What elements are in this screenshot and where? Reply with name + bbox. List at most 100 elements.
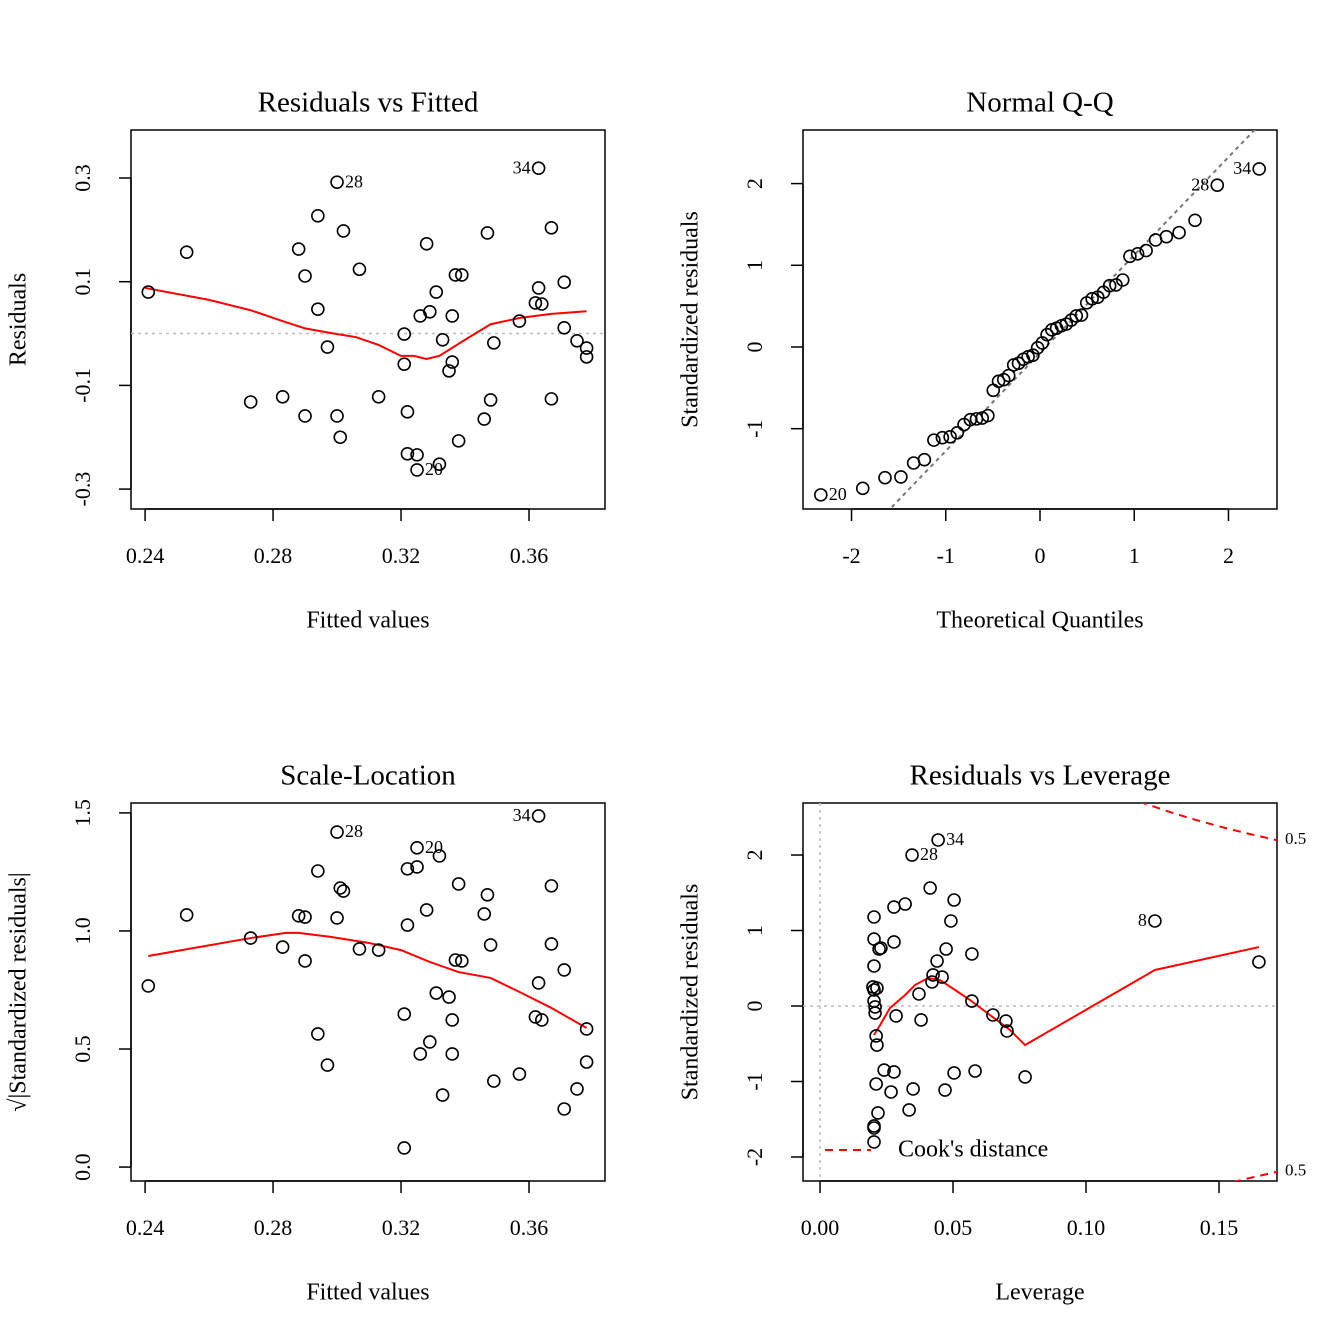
point: [311, 209, 325, 223]
point: [435, 1088, 450, 1102]
point: [544, 879, 559, 893]
point: [423, 1035, 437, 1049]
cooks-contour: [1233, 1170, 1277, 1181]
point: [867, 983, 881, 997]
panel: Scale-Location Fitted values √|Standardize…: [6, 760, 606, 1306]
point: [487, 336, 501, 350]
point: [528, 1010, 543, 1024]
point: [935, 430, 950, 445]
point: [336, 224, 351, 238]
y-tick-label: 0.1: [70, 268, 95, 296]
point: [445, 355, 460, 369]
panel-title: Residuals vs Leverage: [910, 760, 1171, 792]
point: [419, 237, 434, 251]
point: [432, 457, 447, 472]
point: [419, 903, 434, 917]
point: [1085, 291, 1099, 306]
point: [947, 893, 961, 907]
x-tick-label: 0.00: [801, 1215, 840, 1240]
point: [442, 364, 456, 378]
point: [869, 1077, 883, 1091]
x-tick-label: 0.32: [382, 543, 421, 568]
point: [330, 825, 344, 839]
point: [397, 357, 412, 371]
x-axis-title: Theoretical Quantiles: [936, 608, 1143, 634]
point: [986, 1008, 1000, 1022]
plot-area: [814, 130, 1266, 509]
smooth-line: [144, 286, 587, 360]
point: [531, 161, 546, 175]
point: [1001, 368, 1016, 383]
point: [1123, 249, 1137, 264]
plot-area: [141, 809, 594, 1155]
point: [512, 1067, 527, 1081]
point: [867, 910, 881, 924]
point: [926, 968, 940, 982]
point: [448, 953, 463, 967]
point: [336, 884, 351, 898]
x-tick-label: 0.32: [382, 1215, 421, 1240]
point: [1130, 247, 1145, 261]
y-tick-label: 0.5: [70, 1035, 95, 1063]
point: [400, 405, 415, 419]
plot-frame: [130, 802, 606, 1182]
point: [887, 935, 901, 949]
point: [1030, 341, 1045, 355]
point-label: 20: [425, 459, 443, 479]
point: [579, 350, 594, 364]
point-label: 28: [920, 844, 938, 864]
point-label: 34: [1233, 158, 1251, 178]
y-axis-title: Standardized residuals: [678, 884, 704, 1101]
point-label: 34: [513, 805, 531, 825]
plot-area: [131, 161, 605, 477]
point: [275, 390, 290, 404]
point: [333, 881, 348, 895]
point: [528, 296, 543, 310]
point: [429, 285, 444, 299]
x-axis-title: Leverage: [995, 1280, 1084, 1306]
point: [1040, 327, 1054, 342]
point: [557, 321, 572, 335]
plot-frame: [802, 802, 1278, 1182]
contour-label: 0.5: [1285, 829, 1306, 848]
point: [867, 959, 881, 973]
point: [311, 1027, 325, 1041]
point: [275, 940, 290, 954]
point: [445, 309, 460, 323]
point: [912, 987, 926, 1001]
point: [298, 910, 312, 924]
point: [965, 994, 979, 1008]
point: [1252, 162, 1266, 176]
point: [870, 981, 884, 995]
point: [410, 860, 424, 874]
point: [1018, 1070, 1032, 1084]
point: [1000, 1024, 1014, 1038]
point: [938, 1083, 952, 1097]
point: [944, 914, 958, 928]
point: [531, 809, 546, 823]
point: [877, 1063, 891, 1077]
x-tick-label: 0.10: [1067, 1215, 1106, 1240]
point: [898, 897, 912, 911]
point: [413, 1047, 428, 1061]
point: [1188, 213, 1202, 228]
point: [455, 268, 469, 282]
point: [1210, 178, 1225, 193]
point: [1102, 278, 1117, 293]
point: [914, 1013, 928, 1027]
y-tick-label: 1.5: [70, 799, 95, 827]
point: [986, 383, 1001, 398]
point: [298, 269, 312, 283]
plot-frame: [130, 129, 606, 510]
point: [298, 954, 312, 968]
point: [371, 943, 386, 957]
point: [352, 942, 367, 956]
y-tick-label: 0.3: [70, 164, 95, 192]
point: [931, 833, 945, 847]
point: [557, 963, 572, 977]
point: [579, 1055, 594, 1069]
point-label: 34: [513, 157, 531, 177]
smooth-line: [148, 931, 588, 1029]
